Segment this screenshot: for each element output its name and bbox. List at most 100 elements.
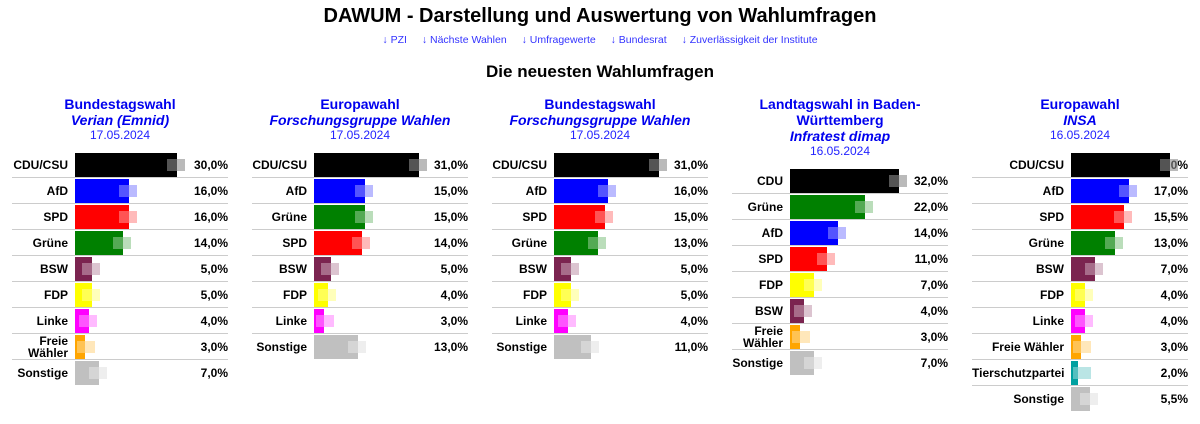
bar-track	[314, 230, 418, 255]
bar-track	[790, 351, 898, 375]
link-next-elections[interactable]: ↓ Nächste Wahlen	[421, 34, 507, 46]
change-marker	[409, 158, 428, 171]
change-marker	[561, 262, 579, 275]
party-name: Sonstige	[732, 356, 783, 370]
party-value: 14,0%	[433, 235, 468, 250]
party-value: 3,0%	[440, 313, 468, 328]
table-row: BSW 5,0%	[12, 256, 228, 282]
change-marker	[803, 357, 822, 369]
party-value: 7,0%	[1160, 261, 1188, 276]
link-poll-values[interactable]: ↓ Umfragewerte	[521, 34, 596, 46]
table-row: Linke 4,0%	[492, 308, 708, 334]
bar-track	[75, 361, 178, 385]
party-name: FDP	[759, 277, 783, 292]
table-row: AfD 17,0%	[972, 178, 1188, 204]
poll-date: 16.05.2024	[809, 144, 871, 158]
table-row: Sonstige 5,5%	[972, 386, 1188, 412]
party-bar	[75, 152, 177, 177]
change-marker	[817, 252, 836, 265]
party-value: 2,0%	[1160, 365, 1188, 380]
bar-track	[75, 334, 178, 359]
election-title[interactable]: Europawahl	[1040, 96, 1120, 112]
bar-track	[1071, 178, 1138, 203]
link-bundesrat[interactable]: ↓ Bundesrat	[610, 34, 667, 46]
table-row: Linke 4,0%	[972, 308, 1188, 334]
table-row: CDU/CSU 30,0%	[12, 152, 228, 178]
bar-track	[75, 308, 178, 333]
party-value: 3,0%	[1160, 339, 1188, 354]
change-marker	[82, 262, 100, 275]
poll-panel: Europawahl Forschungsgruppe Wahlen 17.05…	[240, 96, 480, 360]
institute-name[interactable]: INSA	[1063, 112, 1097, 128]
change-marker	[1118, 184, 1137, 197]
bar-track	[75, 282, 178, 307]
party-name: SPD	[522, 209, 547, 224]
table-row: Grüne 15,0%	[252, 204, 468, 230]
institute-name[interactable]: Infratest dimap	[789, 128, 891, 144]
party-name: Linke	[1032, 313, 1064, 328]
election-title[interactable]: Landtagswahl in Baden-Württemberg	[759, 96, 921, 128]
change-marker	[119, 210, 138, 223]
table-row: CDU/CSU 29,0%	[972, 152, 1188, 178]
results-table: CDU/CSU 31,0% AfD 15,0% Grüne 15,0% SPD	[252, 152, 468, 360]
change-marker	[88, 367, 107, 379]
institute-name[interactable]: Verian (Emnid)	[70, 112, 170, 128]
bar-track	[790, 220, 898, 245]
poll-panel: Europawahl INSA 16.05.2024 CDU/CSU 29,0%…	[960, 96, 1200, 412]
link-reliability[interactable]: ↓ Zuverlässigkeit der Institute	[681, 34, 818, 46]
change-marker	[317, 288, 336, 301]
party-name: Grüne	[1028, 235, 1064, 250]
party-name: BSW	[519, 261, 547, 276]
party-bar	[554, 152, 660, 177]
party-name: FDP	[44, 287, 68, 302]
party-name: FDP	[1040, 287, 1064, 302]
party-name: Freie Wähler	[991, 339, 1064, 354]
link-pzi[interactable]: ↓ PZI	[382, 34, 407, 46]
bar-track	[790, 168, 907, 193]
party-name: SPD	[1039, 209, 1064, 224]
party-bar	[790, 168, 899, 193]
party-value: 11,0%	[914, 251, 948, 266]
table-row: SPD 15,0%	[492, 204, 708, 230]
table-row: FDP 7,0%	[732, 272, 948, 298]
party-value: 4,0%	[200, 313, 228, 328]
change-marker	[78, 314, 97, 327]
change-marker	[167, 158, 185, 171]
change-marker	[888, 174, 907, 187]
table-row: AfD 16,0%	[492, 178, 708, 204]
change-marker	[793, 304, 812, 317]
party-name: SPD	[758, 251, 783, 266]
table-row: FDP 4,0%	[972, 282, 1188, 308]
party-value: 7,0%	[920, 356, 948, 370]
party-name: Sonstige	[496, 340, 547, 354]
bar-track	[554, 282, 658, 307]
party-value: 3,0%	[920, 329, 948, 344]
bar-track	[75, 152, 185, 177]
bar-track	[790, 272, 898, 297]
bar-track	[554, 178, 658, 203]
results-table: CDU 32,0% Grüne 22,0% AfD 14,0% SPD	[732, 168, 948, 376]
change-marker	[355, 210, 373, 223]
party-name: CDU/CSU	[13, 157, 68, 172]
change-marker	[557, 314, 576, 327]
change-marker	[119, 184, 138, 197]
table-row: Grüne 14,0%	[12, 230, 228, 256]
table-row: CDU/CSU 31,0%	[492, 152, 708, 178]
table-row: CDU/CSU 31,0%	[252, 152, 468, 178]
change-marker	[351, 236, 370, 249]
bar-track	[790, 194, 898, 219]
table-row: AfD 15,0%	[252, 178, 468, 204]
bar-track	[314, 308, 418, 333]
change-marker	[77, 340, 95, 353]
institute-name[interactable]: Forschungsgruppe Wahlen	[509, 112, 691, 128]
election-title[interactable]: Bundestagswahl	[64, 96, 176, 112]
party-value: 31,0%	[673, 157, 708, 172]
institute-name[interactable]: Forschungsgruppe Wahlen	[269, 112, 451, 128]
table-row: BSW 5,0%	[252, 256, 468, 282]
election-title[interactable]: Bundestagswahl	[544, 96, 656, 112]
bar-track	[1071, 230, 1138, 255]
bar-track	[554, 204, 658, 229]
election-title[interactable]: Europawahl	[320, 96, 400, 112]
change-marker	[827, 226, 846, 239]
table-row: Grüne 13,0%	[492, 230, 708, 256]
